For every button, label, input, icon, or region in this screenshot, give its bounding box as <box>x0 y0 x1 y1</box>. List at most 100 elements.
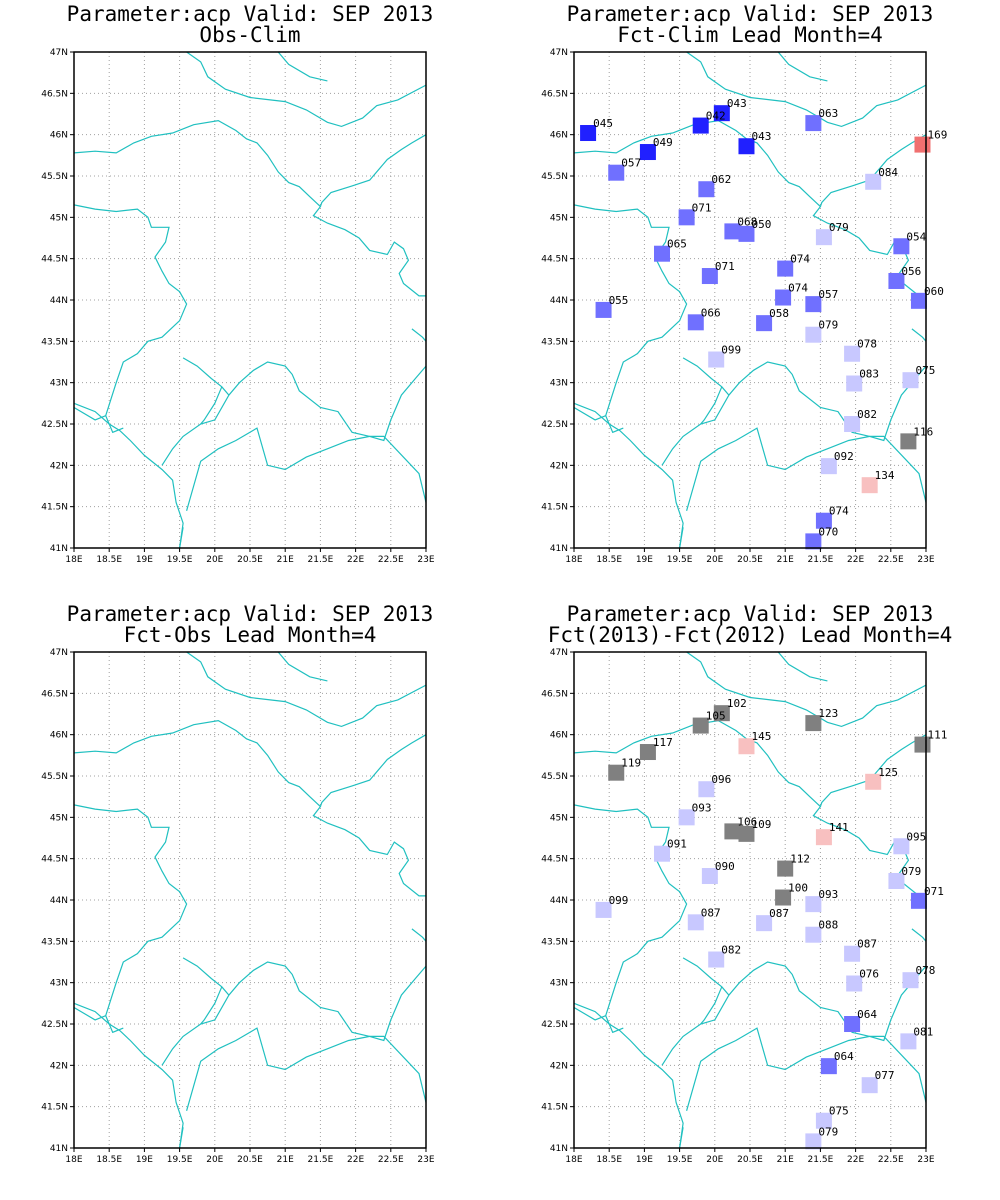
station-value-label: 071 <box>924 885 944 898</box>
station-marker <box>738 825 755 842</box>
station-marker <box>861 477 878 494</box>
map-plot: 18E 18.5E 19E 19.5E 20E 20.5E 21E 21.5E 22E 22.5E… <box>41 648 435 1165</box>
y-tick-label: 46N <box>550 131 568 141</box>
y-tick-label: 42N <box>550 461 568 471</box>
station-value-label: 066 <box>701 306 721 319</box>
y-tick-label: 47N <box>550 48 568 58</box>
station-marker <box>608 764 625 781</box>
border-line <box>182 957 230 996</box>
station-marker <box>687 314 704 331</box>
x-tick-label: 20.5E <box>737 1155 763 1165</box>
y-tick-label: 42.5N <box>541 420 568 430</box>
y-tick-label: 43N <box>50 979 68 989</box>
border-line <box>186 1027 427 1111</box>
x-tick-label: 18E <box>65 1155 82 1165</box>
border-line <box>686 1027 927 1111</box>
y-tick-label: 43N <box>550 379 568 389</box>
y-tick-label: 41N <box>50 1144 68 1154</box>
border-line <box>605 415 624 434</box>
station-marker <box>844 345 861 362</box>
y-tick-label: 43.5N <box>541 937 568 947</box>
y-tick-label: 42N <box>50 461 68 471</box>
station-marker <box>815 229 832 246</box>
station-value-label: 074 <box>788 282 808 295</box>
axis-ticks: 18E 18.5E 19E 19.5E 20E 20.5E 21E 21.5E 22E 22.5E… <box>41 48 435 565</box>
station-value-label: 088 <box>818 919 838 932</box>
y-tick-label: 46N <box>550 731 568 741</box>
border-line <box>161 961 427 1066</box>
station-marker <box>678 209 695 226</box>
station-marker <box>805 896 822 913</box>
station-value-label: 077 <box>875 1069 895 1082</box>
station-value-label: 076 <box>859 967 879 980</box>
station-marker <box>902 972 919 989</box>
border-line <box>686 51 927 128</box>
x-tick-label: 21.5E <box>308 1155 334 1165</box>
y-tick-label: 43N <box>50 379 68 389</box>
x-tick-label: 22.5E <box>378 555 404 565</box>
border-line <box>819 134 927 207</box>
station-marker <box>900 1033 917 1050</box>
y-tick-label: 46.5N <box>41 689 68 699</box>
station-marker <box>861 1077 878 1094</box>
country-borders <box>73 651 427 1149</box>
station-value-label: 062 <box>711 173 731 186</box>
station-marker <box>708 351 725 368</box>
y-tick-label: 44N <box>50 296 68 306</box>
station-value-label: 105 <box>706 710 726 723</box>
border-line <box>777 51 828 82</box>
y-tick-label: 45N <box>550 813 568 823</box>
station-value-label: 119 <box>621 757 641 770</box>
x-tick-label: 20.5E <box>237 555 263 565</box>
x-tick-label: 19.5E <box>667 555 693 565</box>
country-borders <box>73 51 427 549</box>
station-value-label: 079 <box>818 1125 838 1138</box>
x-tick-label: 22E <box>847 1155 864 1165</box>
station-marker <box>865 773 882 790</box>
station-value-label: 141 <box>829 821 849 834</box>
station-value-label: 092 <box>834 450 854 463</box>
x-tick-label: 23E <box>417 1155 434 1165</box>
y-tick-label: 45.5N <box>541 772 568 782</box>
y-tick-label: 46.5N <box>541 689 568 699</box>
panel-title: Parameter:acp Valid: SEP 2013 <box>66 602 434 626</box>
x-tick-label: 20E <box>206 555 223 565</box>
x-tick-label: 20E <box>706 555 723 565</box>
border-line <box>777 651 828 682</box>
station-value-label: 063 <box>818 107 838 120</box>
y-tick-label: 41.5N <box>41 1103 68 1113</box>
station-marker <box>777 860 794 877</box>
station-marker <box>888 272 905 289</box>
y-tick-label: 42.5N <box>41 1020 68 1030</box>
station-value-label: 057 <box>621 157 641 170</box>
border-line <box>682 357 730 396</box>
border-line <box>277 51 328 82</box>
station-marker <box>595 901 612 918</box>
x-tick-label: 19E <box>136 555 153 565</box>
y-tick-label: 42N <box>50 1061 68 1071</box>
station-value-label: 071 <box>692 201 712 214</box>
border-line <box>277 651 328 682</box>
station-marker <box>815 829 832 846</box>
border-line <box>911 328 927 342</box>
x-tick-label: 22.5E <box>878 555 904 565</box>
x-tick-label: 20E <box>706 1155 723 1165</box>
station-marker <box>893 238 910 255</box>
border-line <box>186 427 427 511</box>
border-line <box>686 651 927 728</box>
axis-ticks: 18E 18.5E 19E 19.5E 20E 20.5E 21E 21.5E 22E 22.5E… <box>541 648 935 1165</box>
station-value-label: 093 <box>692 801 712 814</box>
y-tick-label: 41N <box>550 1144 568 1154</box>
station-value-label: 084 <box>878 166 898 179</box>
station-marker <box>815 512 832 529</box>
x-tick-label: 22.5E <box>378 1155 404 1165</box>
station-value-label: 081 <box>913 1025 933 1038</box>
border-line <box>661 961 927 1066</box>
station-marker <box>701 268 718 285</box>
x-tick-label: 21.5E <box>808 1155 834 1165</box>
x-tick-label: 19.5E <box>167 1155 193 1165</box>
border-line <box>105 415 124 434</box>
station-marker <box>902 372 919 389</box>
station-value-label: 065 <box>667 238 687 251</box>
x-tick-label: 21.5E <box>308 555 334 565</box>
